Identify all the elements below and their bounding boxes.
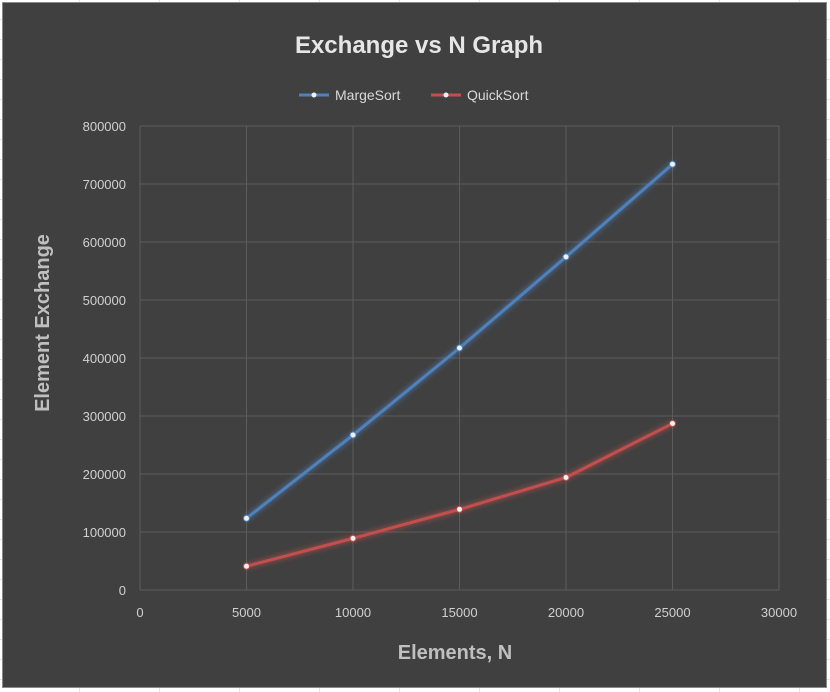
y-tick-label: 400000	[83, 351, 126, 366]
legend-item[interactable]: QuickSort	[431, 87, 529, 103]
data-point[interactable]	[669, 160, 676, 168]
chart-title: Exchange vs N Graph	[295, 32, 543, 59]
data-point[interactable]	[669, 420, 676, 428]
y-tick-label: 700000	[83, 177, 126, 192]
line-chart: Exchange vs N Graph MargeSort QuickSort 0…	[32, 32, 797, 664]
gridlines	[139, 125, 780, 591]
legend-item[interactable]: MargeSort	[299, 87, 400, 103]
legend: MargeSort QuickSort	[299, 87, 529, 103]
data-point[interactable]	[562, 473, 570, 481]
x-axis-title: Elements, N	[398, 642, 512, 664]
x-tick-label: 0	[136, 605, 143, 620]
x-tick-label: 15000	[441, 605, 477, 620]
legend-label: MargeSort	[335, 87, 400, 103]
series-quicksort[interactable]	[243, 420, 676, 570]
y-tick-label: 600000	[83, 235, 126, 250]
series-margesort[interactable]	[243, 160, 676, 522]
x-tick-label: 25000	[654, 605, 690, 620]
x-tick-label: 10000	[335, 605, 371, 620]
data-point[interactable]	[456, 505, 463, 513]
y-tick-label: 800000	[83, 119, 126, 134]
data-point[interactable]	[562, 253, 570, 261]
data-point[interactable]	[456, 344, 463, 352]
data-point[interactable]	[243, 514, 250, 522]
series-group	[243, 160, 676, 570]
y-axis-tick-labels: 0 100000 200000 300000 400000 500000 600000 700…	[83, 119, 126, 598]
legend-label: QuickSort	[467, 87, 529, 103]
y-tick-label: 0	[119, 583, 126, 598]
y-tick-label: 200000	[83, 467, 126, 482]
data-point[interactable]	[349, 534, 357, 542]
x-axis-tick-labels: 0 5000 10000 15000 20000 25000 30000	[136, 605, 797, 620]
y-axis-title: Element Exchange	[32, 234, 54, 412]
x-tick-label: 30000	[761, 605, 797, 620]
x-tick-label: 20000	[548, 605, 584, 620]
y-tick-label: 300000	[83, 409, 126, 424]
legend-marker	[311, 92, 317, 98]
data-point[interactable]	[243, 562, 250, 570]
legend-marker	[443, 92, 449, 98]
y-tick-label: 500000	[83, 293, 126, 308]
x-tick-label: 5000	[232, 605, 261, 620]
y-tick-label: 100000	[83, 525, 126, 540]
data-point[interactable]	[349, 431, 357, 439]
